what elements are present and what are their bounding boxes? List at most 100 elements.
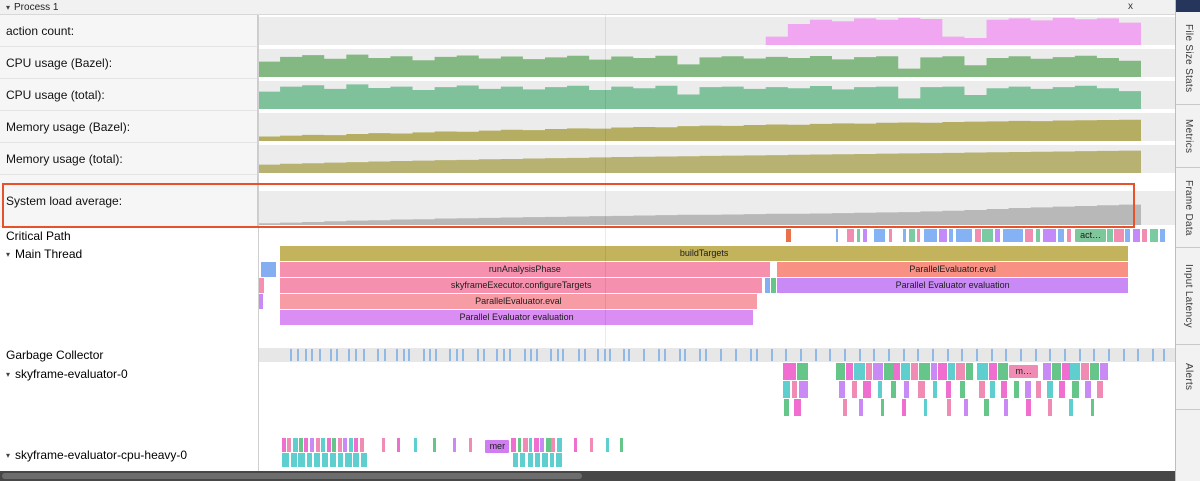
side-tab-input-latency[interactable]: Input Latency [1176, 248, 1200, 345]
gc-slice[interactable] [347, 349, 350, 361]
thread-slice[interactable] [281, 453, 290, 467]
critical-path-slice[interactable] [856, 229, 860, 242]
gc-slice[interactable] [678, 349, 681, 361]
close-button[interactable]: x [1128, 1, 1133, 12]
thread-slice[interactable] [287, 438, 291, 452]
trace-slice[interactable] [770, 278, 777, 293]
gc-slice[interactable] [990, 349, 993, 361]
thread-slice[interactable] [865, 363, 873, 380]
thread-slice[interactable] [315, 438, 321, 452]
thread-slice[interactable] [551, 438, 556, 452]
critical-path-slice[interactable] [1132, 229, 1141, 242]
thread-slice[interactable] [839, 381, 845, 398]
gc-slice[interactable] [297, 349, 300, 361]
thread-slice[interactable] [938, 363, 947, 380]
gc-slice[interactable] [858, 349, 861, 361]
gc-slice[interactable] [902, 349, 905, 361]
collapse-icon[interactable]: ▾ [6, 249, 11, 259]
gc-slice[interactable] [402, 349, 405, 361]
thread-slice[interactable] [413, 438, 417, 452]
gc-slice[interactable] [355, 349, 358, 361]
critical-path-slice[interactable] [975, 229, 981, 242]
skyframe-evaluator-0-label[interactable]: ▾ skyframe-evaluator-0 [0, 366, 258, 382]
thread-slice[interactable] [873, 363, 884, 380]
gc-slice[interactable] [755, 349, 758, 361]
gc-slice[interactable] [1122, 349, 1125, 361]
gc-slice[interactable] [1093, 349, 1096, 361]
thread-slice[interactable] [354, 438, 358, 452]
collapse-icon[interactable]: ▾ [6, 450, 11, 460]
thread-slice[interactable] [534, 438, 539, 452]
thread-slice[interactable] [910, 363, 919, 380]
gc-slice[interactable] [749, 349, 752, 361]
gc-slice[interactable] [684, 349, 687, 361]
thread-slice[interactable] [854, 363, 866, 380]
gc-slice[interactable] [318, 349, 321, 361]
gc-slice[interactable] [311, 349, 314, 361]
thread-slice[interactable] [1089, 363, 1099, 380]
gc-slice[interactable] [304, 349, 307, 361]
collapse-icon[interactable]: ▾ [6, 2, 11, 12]
thread-slice[interactable] [1000, 381, 1008, 398]
thread-slice[interactable] [313, 453, 321, 467]
thread-slice[interactable] [923, 399, 928, 416]
thread-slice[interactable] [946, 399, 952, 416]
thread-slice[interactable] [292, 438, 299, 452]
gc-slice[interactable] [1078, 349, 1081, 361]
critical-path-slice[interactable] [1024, 229, 1033, 242]
critical-path-slice[interactable] [835, 229, 839, 242]
gc-slice[interactable] [1163, 349, 1166, 361]
thread-slice[interactable] [1048, 399, 1053, 416]
critical-path-track[interactable]: act… [258, 227, 1175, 245]
critical-path-slice[interactable] [909, 229, 915, 242]
gc-slice[interactable] [1005, 349, 1008, 361]
gc-slice[interactable] [477, 349, 480, 361]
critical-path-slice[interactable] [1141, 229, 1148, 242]
critical-path-slice[interactable] [1035, 229, 1041, 242]
thread-slice[interactable] [1004, 399, 1009, 416]
gc-slice[interactable] [482, 349, 485, 361]
trace-slice[interactable]: skyframeExecutor.configureTargets [280, 278, 763, 293]
critical-path-slice[interactable] [995, 229, 1000, 242]
critical-path-slice[interactable] [902, 229, 907, 242]
thread-slice[interactable] [326, 438, 332, 452]
gc-slice[interactable] [448, 349, 451, 361]
gc-slice[interactable] [535, 349, 538, 361]
thread-slice[interactable] [556, 453, 562, 467]
thread-slice[interactable] [989, 381, 996, 398]
thread-slice[interactable] [545, 438, 551, 452]
counter-chart[interactable] [258, 113, 1175, 141]
thread-slice[interactable] [845, 363, 854, 380]
thread-slice[interactable] [321, 438, 325, 452]
skyframe-cpu-heavy-track[interactable]: mer [258, 438, 1175, 470]
critical-path-slice[interactable] [1107, 229, 1113, 242]
thread-slice[interactable] [511, 438, 516, 452]
gc-slice[interactable] [609, 349, 612, 361]
gc-slice[interactable] [335, 349, 338, 361]
thread-slice[interactable] [453, 438, 457, 452]
trace-slice[interactable]: Parallel Evaluator evaluation [280, 310, 754, 325]
thread-chip[interactable]: m… [1009, 365, 1039, 378]
gc-slice[interactable] [330, 349, 333, 361]
gc-slice[interactable] [976, 349, 978, 361]
thread-slice[interactable] [947, 363, 955, 380]
gc-slice[interactable] [434, 349, 437, 361]
gc-slice[interactable] [496, 349, 499, 361]
counter-chart[interactable] [258, 81, 1175, 109]
gc-slice[interactable] [961, 349, 964, 361]
gc-slice[interactable] [408, 349, 411, 361]
thread-slice[interactable] [1035, 381, 1042, 398]
critical-path-slice[interactable] [1042, 229, 1056, 242]
thread-slice[interactable] [360, 453, 368, 467]
process-header[interactable]: ▾ Process 1 x [0, 0, 1175, 15]
thread-slice[interactable] [1097, 381, 1103, 398]
trace-slice[interactable] [258, 294, 263, 309]
thread-slice[interactable] [784, 399, 789, 416]
gc-slice[interactable] [1034, 349, 1037, 361]
thread-slice[interactable] [1059, 381, 1065, 398]
critical-path-slice[interactable] [846, 229, 855, 242]
thread-slice[interactable] [945, 381, 952, 398]
gc-slice[interactable] [290, 349, 293, 361]
thread-slice[interactable] [542, 453, 548, 467]
thread-slice[interactable] [322, 453, 328, 467]
